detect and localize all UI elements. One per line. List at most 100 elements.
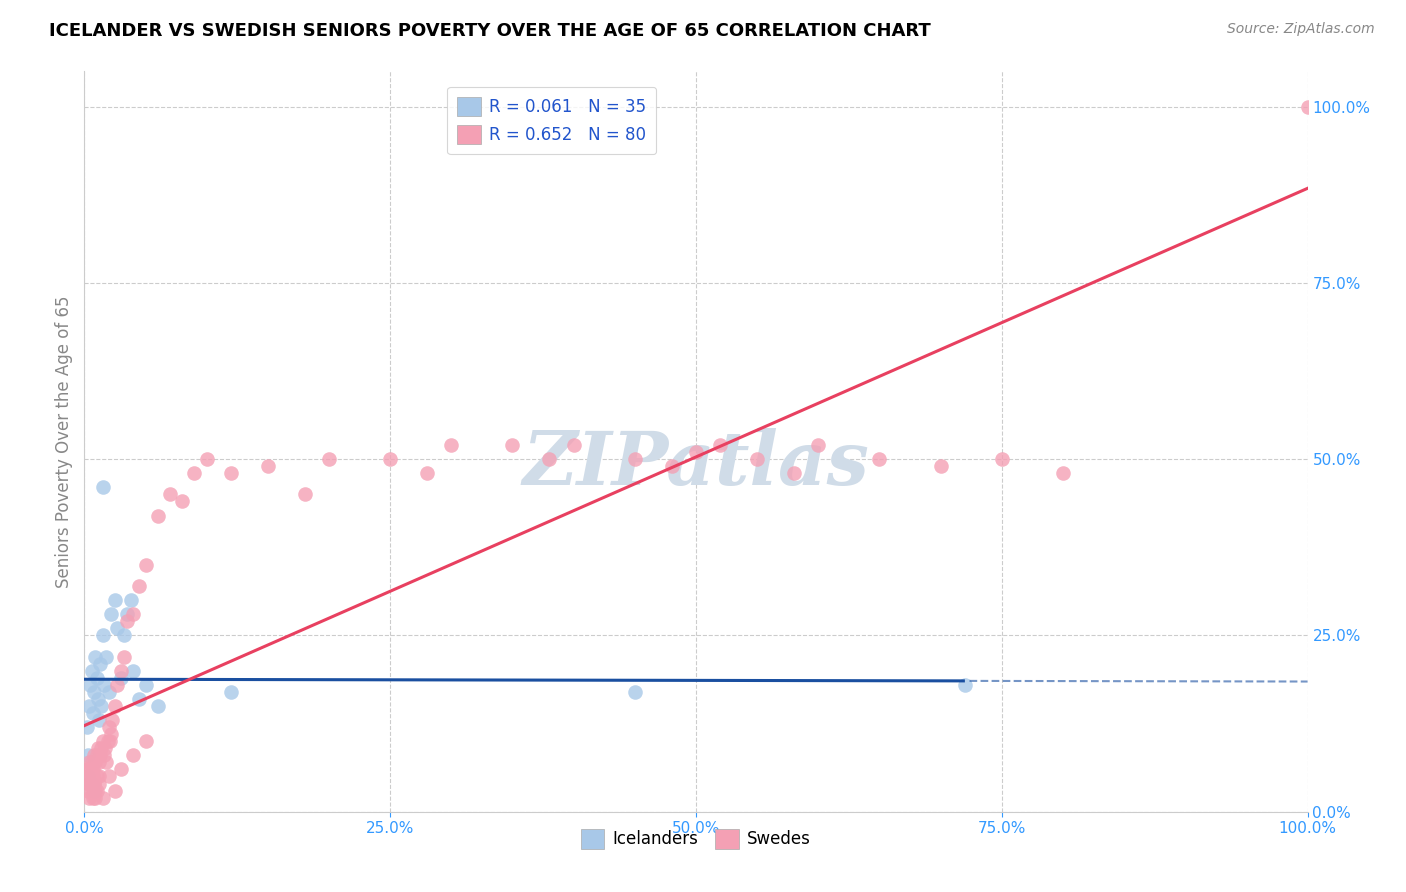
Point	[82, 763, 104, 777]
Point	[79, 763, 101, 777]
Y-axis label: Seniors Poverty Over the Age of 65: Seniors Poverty Over the Age of 65	[55, 295, 73, 588]
Point	[79, 776, 101, 790]
Point	[79, 678, 101, 692]
Text: Source: ZipAtlas.com: Source: ZipAtlas.com	[1227, 22, 1375, 37]
Point	[538, 452, 561, 467]
Point	[86, 769, 108, 783]
Point	[93, 678, 115, 692]
Point	[80, 756, 103, 770]
Point	[101, 713, 124, 727]
Point	[77, 698, 100, 713]
Point	[502, 438, 524, 452]
Point	[128, 579, 150, 593]
Point	[97, 685, 120, 699]
Point	[104, 698, 127, 713]
Point	[929, 459, 952, 474]
Point	[135, 558, 157, 572]
Point	[172, 494, 194, 508]
Point	[76, 720, 98, 734]
Point	[76, 763, 98, 777]
Point	[318, 452, 340, 467]
Point	[97, 734, 120, 748]
Point	[100, 607, 122, 622]
Point	[86, 783, 108, 797]
Point	[91, 790, 114, 805]
Point	[120, 593, 142, 607]
Point	[135, 734, 157, 748]
Point	[97, 720, 120, 734]
Point	[82, 706, 104, 720]
Point	[83, 776, 105, 790]
Point	[97, 769, 120, 783]
Point	[747, 452, 769, 467]
Point	[122, 607, 145, 622]
Point	[93, 748, 115, 763]
Point	[115, 615, 138, 629]
Point	[87, 769, 110, 783]
Point	[624, 452, 647, 467]
Point	[77, 790, 100, 805]
Point	[87, 741, 110, 756]
Point	[122, 664, 145, 678]
Point	[661, 459, 683, 474]
Point	[195, 452, 218, 467]
Point	[80, 664, 103, 678]
Point	[110, 671, 132, 685]
Point	[90, 741, 112, 756]
Point	[96, 756, 118, 770]
Point	[110, 763, 132, 777]
Point	[104, 783, 127, 797]
Point	[91, 734, 114, 748]
Point	[440, 438, 463, 452]
Point	[77, 769, 100, 783]
Point	[96, 649, 118, 664]
Point	[84, 649, 107, 664]
Point	[122, 748, 145, 763]
Point	[87, 756, 110, 770]
Point	[86, 748, 108, 763]
Point	[112, 628, 135, 642]
Point	[91, 480, 114, 494]
Point	[80, 783, 103, 797]
Point	[89, 657, 111, 671]
Point	[104, 593, 127, 607]
Point	[416, 467, 439, 481]
Point	[79, 769, 101, 783]
Point	[87, 776, 110, 790]
Point	[146, 698, 169, 713]
Point	[94, 741, 117, 756]
Legend: Icelanders, Swedes: Icelanders, Swedes	[575, 822, 817, 855]
Point	[84, 756, 107, 770]
Point	[105, 621, 128, 635]
Point	[84, 783, 107, 797]
Point	[685, 445, 707, 459]
Point	[624, 685, 647, 699]
Point	[219, 685, 242, 699]
Point	[77, 776, 100, 790]
Point	[100, 727, 122, 741]
Point	[807, 438, 830, 452]
Point	[84, 790, 107, 805]
Text: ZIPatlas: ZIPatlas	[523, 427, 869, 500]
Point	[110, 664, 132, 678]
Point	[82, 769, 104, 783]
Point	[115, 607, 138, 622]
Point	[77, 783, 100, 797]
Point	[112, 649, 135, 664]
Point	[219, 467, 242, 481]
Point	[80, 776, 103, 790]
Point	[783, 467, 806, 481]
Point	[294, 487, 316, 501]
Point	[991, 452, 1014, 467]
Point	[86, 671, 108, 685]
Point	[87, 713, 110, 727]
Point	[869, 452, 891, 467]
Text: ICELANDER VS SWEDISH SENIORS POVERTY OVER THE AGE OF 65 CORRELATION CHART: ICELANDER VS SWEDISH SENIORS POVERTY OVE…	[49, 22, 931, 40]
Point	[257, 459, 280, 474]
Point	[183, 467, 205, 481]
Point	[77, 748, 100, 763]
Point	[83, 685, 105, 699]
Point	[128, 692, 150, 706]
Point	[89, 748, 111, 763]
Point	[562, 438, 585, 452]
